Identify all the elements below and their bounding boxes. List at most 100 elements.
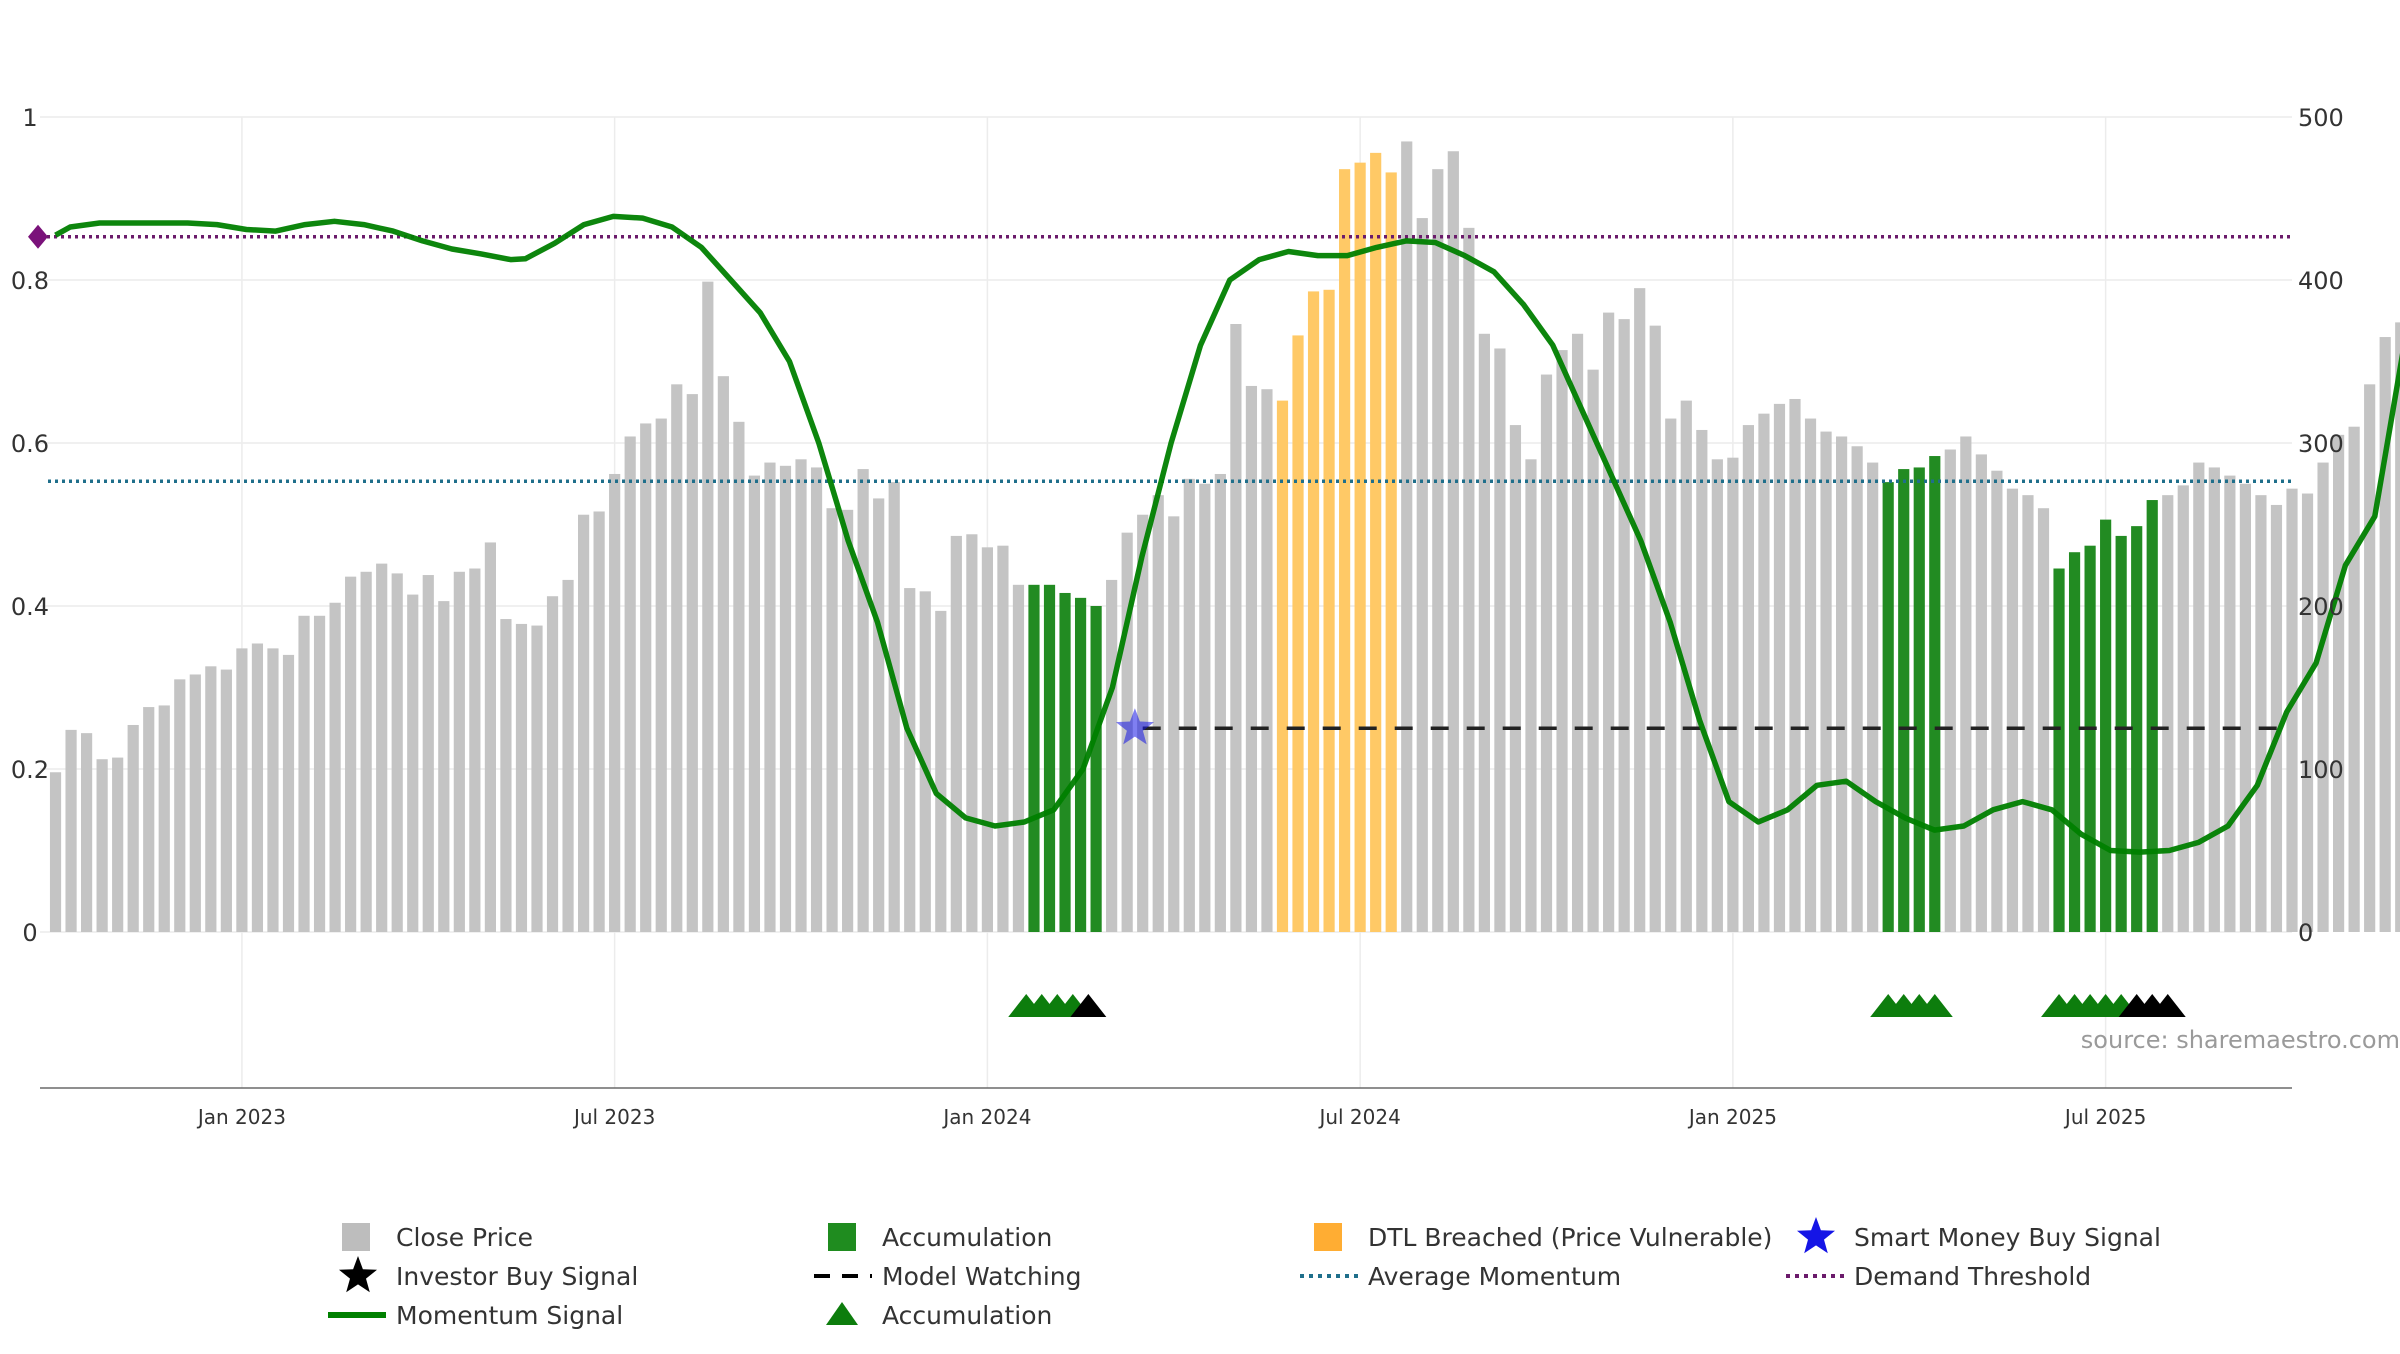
price-bar [982, 547, 993, 932]
legend-label: Momentum Signal [396, 1301, 623, 1330]
price-bar [1960, 436, 1971, 932]
legend-label: Accumulation [882, 1223, 1052, 1252]
left-axis-tick-label: 0.8 [11, 267, 49, 295]
price-bar [1448, 151, 1459, 932]
legend: Close Price Accumulation DTL Breached (Pri… [328, 1217, 2161, 1330]
price-bar [174, 679, 185, 932]
left-axis-tick-label: 0.2 [11, 756, 49, 784]
x-axis-tick-label: Jan 2023 [196, 1105, 286, 1129]
price-bar [159, 705, 170, 932]
legend-item-avg: Average Momentum [1300, 1262, 1621, 1291]
legend-triangle-icon [826, 1302, 858, 1325]
legend-label: Model Watching [882, 1262, 1082, 1291]
legend-label: Close Price [396, 1223, 533, 1252]
price-bar [562, 580, 573, 932]
price-bar [2333, 435, 2344, 932]
price-bar [438, 601, 449, 932]
price-bar [1743, 425, 1754, 932]
price-bar [469, 569, 480, 932]
price-bar [2240, 484, 2251, 932]
legend-label: DTL Breached (Price Vulnerable) [1368, 1223, 1772, 1252]
price-bar [1914, 467, 1925, 932]
price-bar [1525, 459, 1536, 932]
price-bar [858, 469, 869, 932]
left-axis-tick-label: 0.6 [11, 430, 49, 458]
price-bar [1323, 290, 1334, 932]
price-bar [2116, 536, 2127, 932]
price-bar [407, 595, 418, 932]
price-bar [143, 707, 154, 932]
legend-item-demand: Demand Threshold [1786, 1262, 2091, 1291]
price-bar [2022, 495, 2033, 932]
price-bar [205, 666, 216, 932]
price-bar [1215, 474, 1226, 932]
legend-swatch [1314, 1223, 1342, 1251]
price-bar [594, 511, 605, 932]
price-bar [640, 423, 651, 932]
price-bar [516, 624, 527, 932]
legend-label: Demand Threshold [1854, 1262, 2091, 1291]
right-axis-tick-label: 0 [2298, 919, 2313, 947]
price-bar [1401, 141, 1412, 932]
price-bar [392, 573, 403, 932]
legend-item-watch: Model Watching [814, 1262, 1082, 1291]
price-bar [1758, 414, 1769, 932]
source-text: source: sharemaestro.com [2081, 1026, 2400, 1054]
price-bar [1634, 288, 1645, 932]
price-bar [1308, 291, 1319, 932]
price-bar [966, 534, 977, 932]
price-bar [625, 436, 636, 932]
price-bar [609, 474, 620, 932]
price-bar [112, 758, 123, 932]
legend-item-acc_bar: Accumulation [828, 1223, 1052, 1252]
price-bar [2209, 467, 2220, 932]
price-bar [795, 459, 806, 932]
price-bar [1386, 172, 1397, 932]
price-bar [1153, 495, 1164, 932]
price-bar [1106, 580, 1117, 932]
price-bar [1432, 169, 1443, 932]
price-bar [2193, 463, 2204, 932]
price-bar [65, 730, 76, 932]
price-bar [733, 422, 744, 932]
price-bar [2255, 495, 2266, 932]
price-bar [1603, 313, 1614, 932]
price-bar [889, 482, 900, 932]
price-bar [1976, 454, 1987, 932]
price-bar [2162, 495, 2173, 932]
demand-threshold-marker [28, 225, 48, 249]
x-axis-tick-label: Jul 2024 [1317, 1105, 1400, 1129]
price-bar [1091, 606, 1102, 932]
price-bar [2271, 505, 2282, 932]
price-bar [423, 575, 434, 932]
price-bar [50, 772, 61, 932]
price-bar [1945, 450, 1956, 932]
price-bar [2147, 500, 2158, 932]
x-axis-tick-label: Jul 2023 [572, 1105, 655, 1129]
price-bar [1013, 585, 1024, 932]
price-bar [1261, 389, 1272, 932]
price-bar [764, 463, 775, 932]
price-bar [1184, 479, 1195, 932]
price-bar [1852, 446, 1863, 932]
price-bar [2069, 552, 2080, 932]
price-bar [81, 733, 92, 932]
price-bar [236, 648, 247, 932]
price-bar [345, 577, 356, 932]
left-axis-tick-label: 0 [22, 919, 37, 947]
price-bar [1991, 471, 2002, 932]
right-axis-tick-label: 100 [2298, 756, 2344, 784]
price-bar [1588, 370, 1599, 932]
price-bar [702, 282, 713, 932]
price-bar [128, 725, 139, 932]
price-bar [1463, 228, 1474, 932]
price-bar [873, 498, 884, 932]
price-bar [2364, 384, 2375, 932]
price-bar [826, 508, 837, 932]
price-bar [1168, 516, 1179, 932]
price-bar [811, 467, 822, 932]
price-bar [500, 619, 511, 932]
price-bar [1789, 399, 1800, 932]
legend-item-acc_tri: Accumulation [826, 1301, 1052, 1330]
